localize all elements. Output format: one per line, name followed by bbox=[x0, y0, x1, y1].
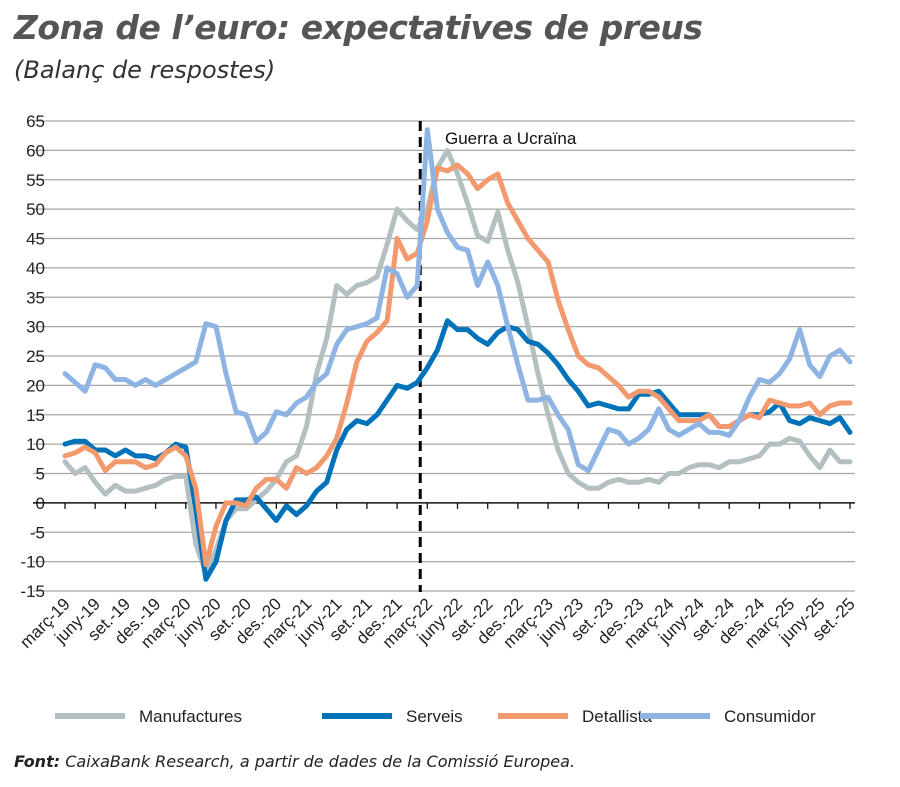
y-tick-label: -15 bbox=[20, 582, 45, 601]
source-text: CaixaBank Research, a partir de dades de… bbox=[60, 752, 576, 771]
source-note: Font: CaixaBank Research, a partir de da… bbox=[14, 752, 575, 771]
chart-title: Zona de l’euro: expectatives de preus bbox=[14, 8, 703, 47]
y-tick-label: 50 bbox=[26, 200, 45, 219]
source-label: Font: bbox=[14, 752, 61, 771]
annotation-label: Guerra a Ucraïna bbox=[445, 129, 577, 148]
y-tick-label: 25 bbox=[26, 347, 45, 366]
y-tick-label: 55 bbox=[26, 171, 45, 190]
legend-label: Manufactures bbox=[139, 707, 242, 726]
series-line-consumidor bbox=[62, 127, 853, 474]
series-line-detallista bbox=[62, 162, 853, 568]
y-tick-label: 30 bbox=[26, 318, 45, 337]
y-tick-label: 40 bbox=[26, 259, 45, 278]
y-tick-label: 5 bbox=[36, 465, 45, 484]
y-tick-label: 20 bbox=[26, 376, 45, 395]
y-tick-label: 15 bbox=[26, 406, 45, 425]
legend-label: Detallista bbox=[582, 707, 652, 726]
y-tick-label: 10 bbox=[26, 435, 45, 454]
y-tick-label: -10 bbox=[20, 553, 45, 572]
y-tick-label: 60 bbox=[26, 141, 45, 160]
legend-label: Consumidor bbox=[724, 707, 816, 726]
legend-label: Serveis bbox=[406, 707, 463, 726]
series-line-manufactures bbox=[62, 147, 853, 576]
chart-subtitle: (Balanç de respostes) bbox=[14, 56, 276, 84]
y-tick-label: 65 bbox=[26, 112, 45, 131]
y-tick-label: 45 bbox=[26, 230, 45, 249]
y-tick-label: 35 bbox=[26, 288, 45, 307]
y-tick-label: -5 bbox=[30, 523, 45, 542]
